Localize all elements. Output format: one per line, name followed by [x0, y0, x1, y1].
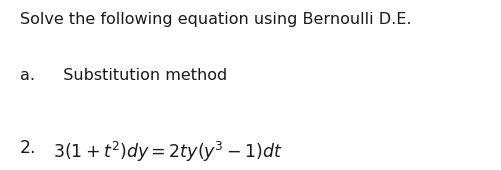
Text: $3(1+t^2)dy = 2ty(y^3 - 1)dt$: $3(1+t^2)dy = 2ty(y^3 - 1)dt$: [53, 139, 283, 164]
Text: Solve the following equation using Bernoulli D.E.: Solve the following equation using Berno…: [20, 12, 411, 27]
Text: Substitution method: Substitution method: [53, 68, 227, 83]
Text: 2.: 2.: [20, 139, 37, 157]
Text: a.: a.: [20, 68, 35, 83]
